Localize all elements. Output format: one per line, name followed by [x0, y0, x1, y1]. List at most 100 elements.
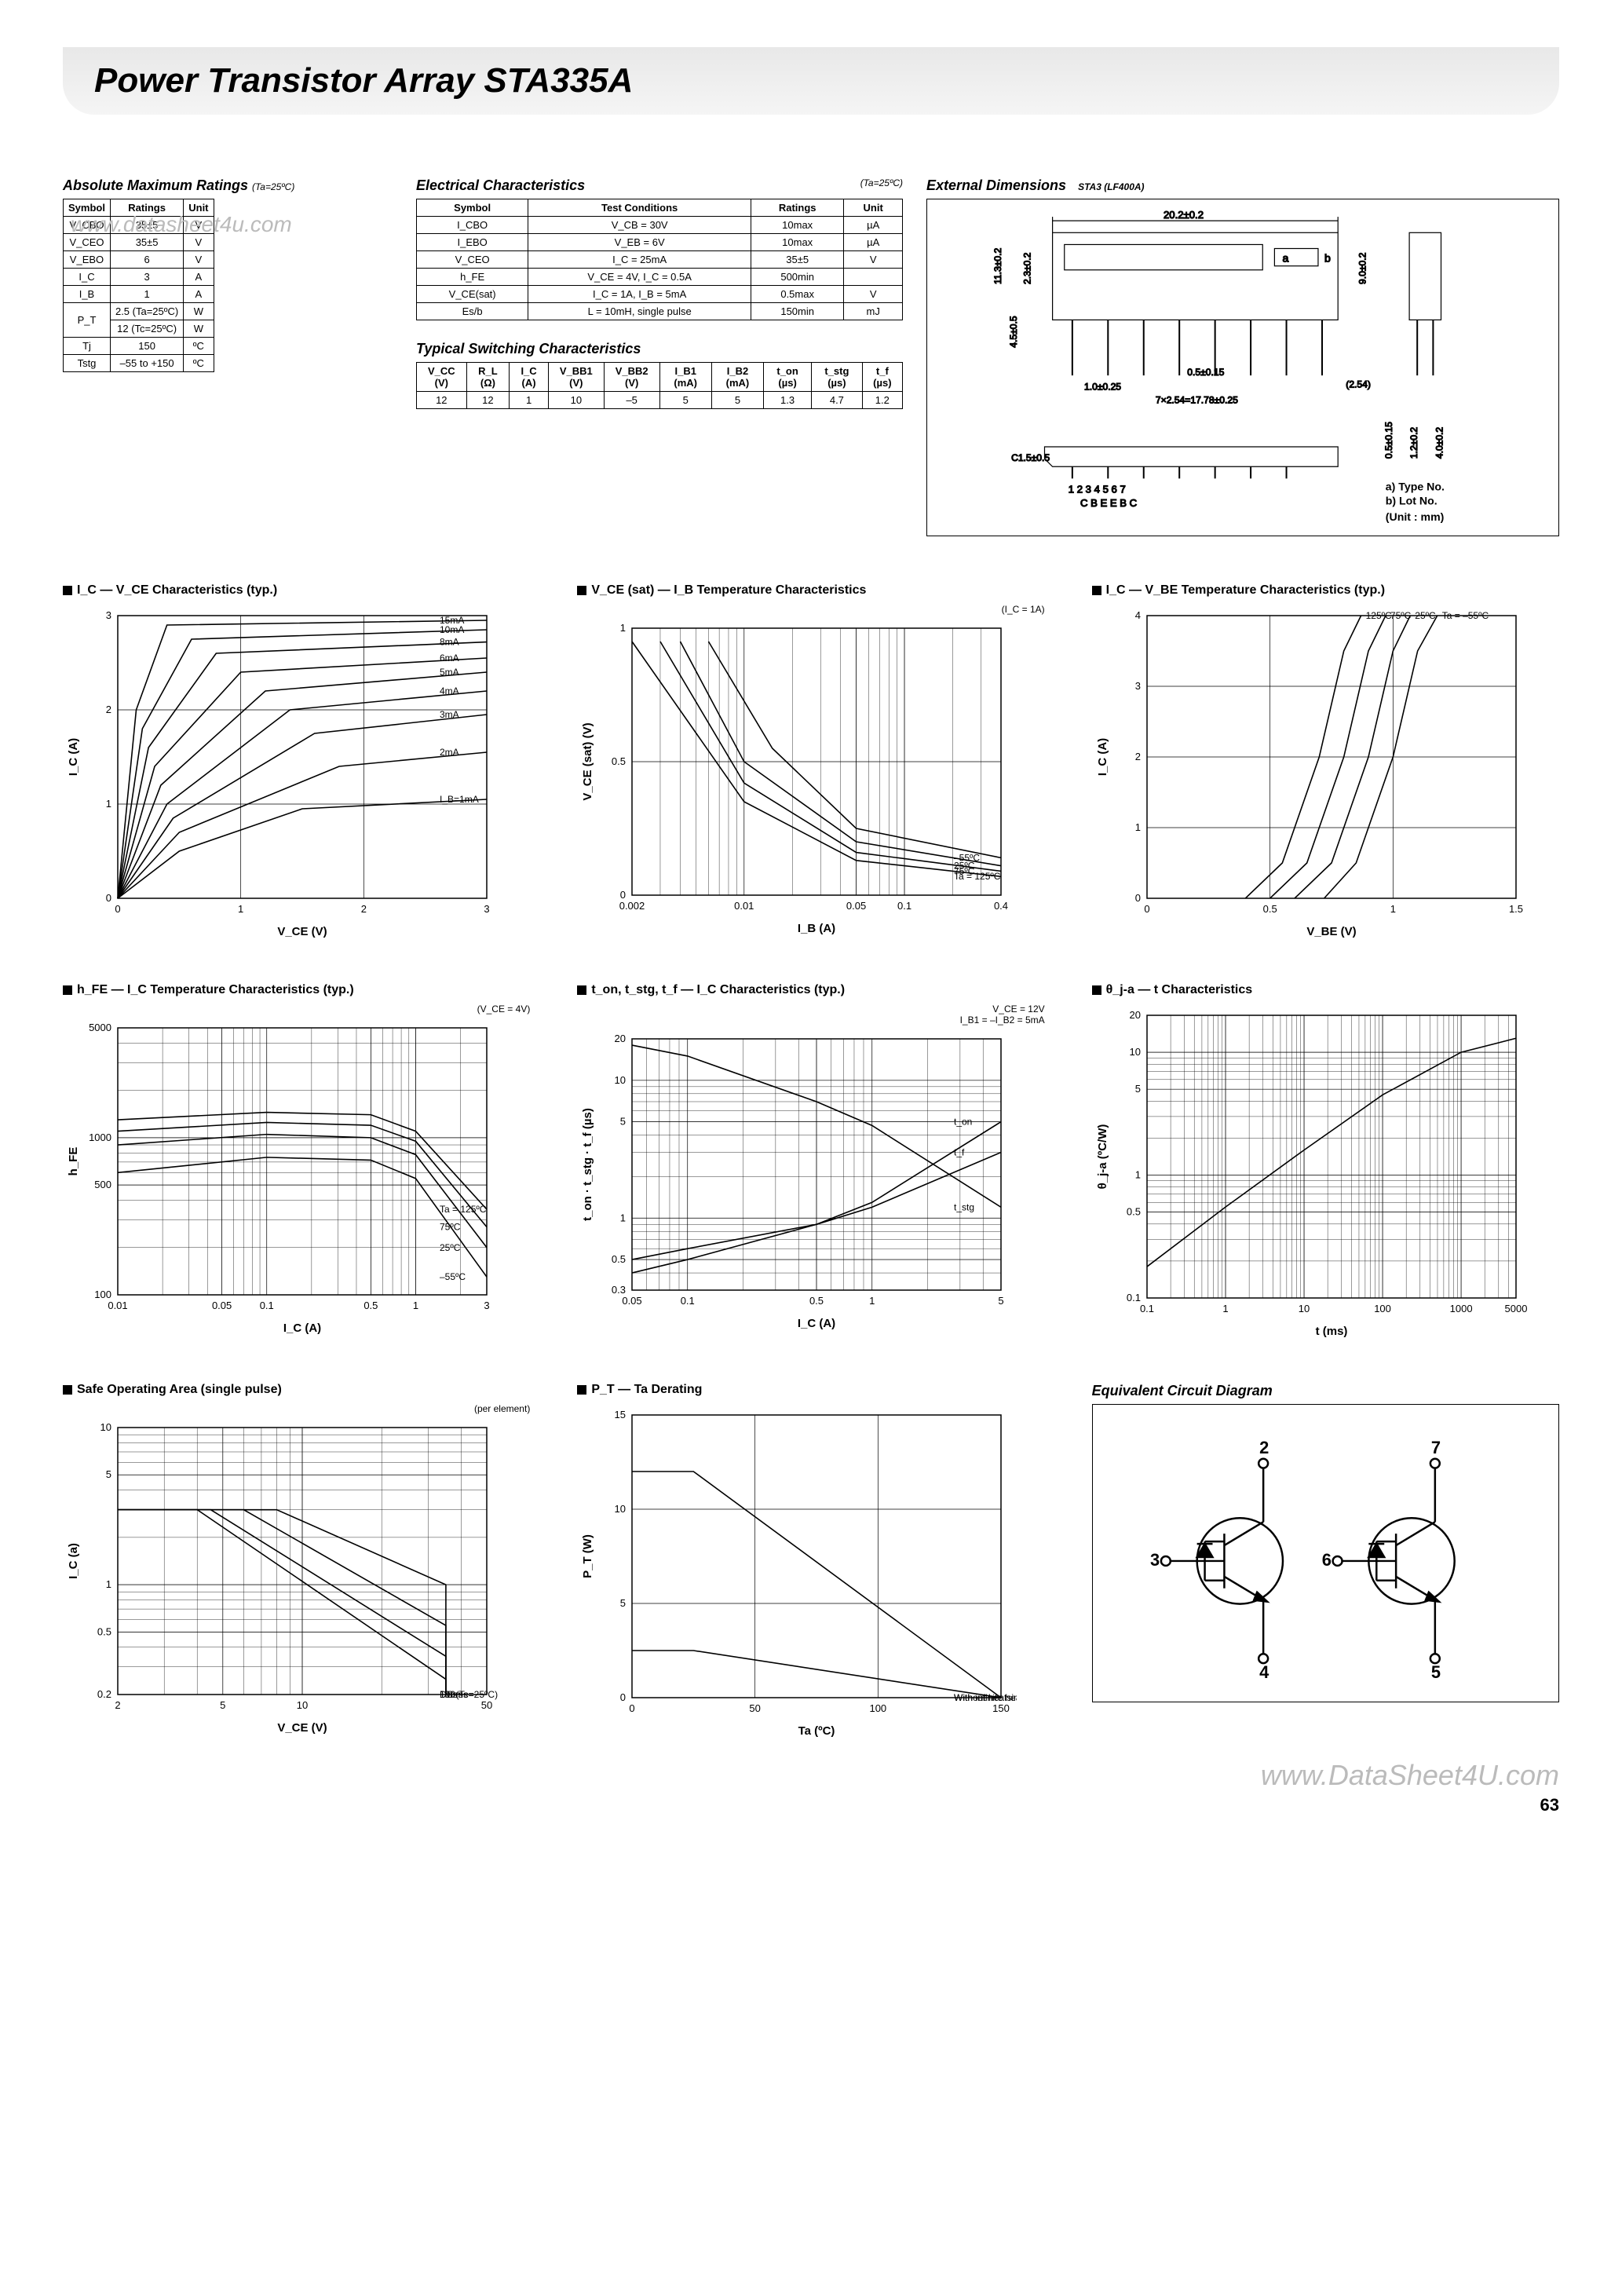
ext-dim-title: External Dimensions STA3 (LF400A): [926, 177, 1559, 194]
svg-text:5000: 5000: [1504, 1303, 1527, 1314]
elec-section: Electrical Characteristics (Ta=25ºC) Sym…: [416, 177, 903, 409]
svg-text:10: 10: [1129, 1046, 1140, 1058]
svg-text:0.1: 0.1: [260, 1300, 274, 1311]
switching-table: V_CC (V)R_L (Ω)I_C (A)V_BB1 (V)V_BB2 (V)…: [416, 362, 903, 409]
svg-text:2.3±0.2: 2.3±0.2: [1021, 252, 1032, 284]
equiv-circuit-section: Equivalent Circuit Diagram: [1092, 1383, 1559, 1743]
svg-text:10: 10: [100, 1421, 111, 1433]
svg-text:3: 3: [106, 609, 111, 621]
svg-text:1: 1: [1134, 821, 1140, 833]
svg-text:0.05: 0.05: [846, 900, 866, 912]
svg-text:P_T (W): P_T (W): [581, 1534, 594, 1578]
svg-text:0: 0: [630, 1702, 635, 1714]
svg-text:0.05: 0.05: [212, 1300, 232, 1311]
svg-text:Without heatsink (All circuits: Without heatsink (All circuits operate): [954, 1692, 1017, 1703]
svg-text:(2.54): (2.54): [1346, 378, 1371, 389]
svg-text:0.1: 0.1: [681, 1295, 695, 1307]
svg-text:25ºC: 25ºC: [440, 1242, 461, 1253]
svg-text:b) Lot No.: b) Lot No.: [1386, 495, 1438, 507]
chart-switching-ic: t_on, t_stg, t_f — I_C Characteristics (…: [577, 983, 1044, 1344]
svg-text:150: 150: [992, 1702, 1010, 1714]
svg-text:0.5: 0.5: [612, 755, 626, 767]
svg-text:0.5: 0.5: [809, 1295, 824, 1307]
svg-text:5: 5: [106, 1468, 111, 1480]
equiv-circuit-diagram: 3 2 4 6 7 5: [1092, 1404, 1559, 1702]
ext-dim-drawing: a b 20.2±0.2 4.5±0.5 2.3±0.2: [926, 199, 1559, 536]
svg-text:3: 3: [484, 903, 489, 915]
chart-vcesat-ib: V_CE (sat) — I_B Temperature Characteris…: [577, 583, 1044, 944]
svg-text:5: 5: [620, 1116, 626, 1128]
svg-text:1: 1: [869, 1295, 875, 1307]
page-header: Power Transistor Array STA335A: [63, 47, 1559, 115]
svg-text:1000: 1000: [1449, 1303, 1472, 1314]
svg-text:0.5: 0.5: [363, 1300, 378, 1311]
page-number: 63: [63, 1795, 1559, 1815]
svg-text:2mA: 2mA: [440, 747, 459, 758]
svg-text:5: 5: [1431, 1662, 1441, 1682]
svg-text:0.2: 0.2: [97, 1688, 111, 1700]
watermark-bottom: www.DataSheet4U.com: [63, 1759, 1559, 1792]
svg-text:I_C (A): I_C (A): [798, 1317, 835, 1330]
svg-text:Ta = 125ºC: Ta = 125ºC: [440, 1204, 487, 1215]
svg-text:I_B (A): I_B (A): [798, 922, 835, 935]
svg-text:0.01: 0.01: [108, 1300, 127, 1311]
svg-text:0.002: 0.002: [619, 900, 645, 912]
svg-text:75ºC: 75ºC: [1390, 610, 1412, 621]
svg-text:5: 5: [1134, 1083, 1140, 1095]
svg-text:50: 50: [481, 1699, 492, 1711]
svg-text:t_on: t_on: [954, 1117, 972, 1128]
svg-text:2: 2: [361, 903, 367, 915]
svg-text:4mA: 4mA: [440, 686, 459, 696]
svg-text:10: 10: [615, 1074, 626, 1086]
svg-text:b: b: [1324, 252, 1331, 265]
svg-text:I_C (A): I_C (A): [283, 1322, 321, 1335]
chart-hfe-ic: h_FE — I_C Temperature Characteristics (…: [63, 983, 530, 1344]
svg-text:1: 1: [620, 622, 626, 634]
svg-text:(Unit : mm): (Unit : mm): [1386, 510, 1445, 523]
switching-title: Typical Switching Characteristics: [416, 341, 903, 357]
svg-text:2: 2: [106, 704, 111, 715]
svg-text:100: 100: [1374, 1303, 1391, 1314]
svg-text:4: 4: [1259, 1662, 1269, 1682]
svg-text:5: 5: [999, 1295, 1004, 1307]
svg-text:Ta (ºC): Ta (ºC): [798, 1724, 835, 1738]
elec-title: Electrical Characteristics (Ta=25ºC): [416, 177, 903, 194]
chart-pt-ta: P_T — Ta Derating 050100150051015Ta (ºC)…: [577, 1383, 1044, 1743]
svg-text:3mA: 3mA: [440, 709, 459, 720]
svg-text:0: 0: [620, 889, 626, 901]
svg-text:2: 2: [1134, 751, 1140, 762]
svg-text:4.5±0.5: 4.5±0.5: [1008, 316, 1019, 348]
svg-text:1: 1: [1134, 1169, 1140, 1181]
svg-text:–55ºC: –55ºC: [954, 852, 980, 863]
svg-text:V_CE (V): V_CE (V): [277, 925, 327, 938]
svg-text:1 2 3 4 5 6 7: 1 2 3 4 5 6 7: [1069, 484, 1126, 495]
svg-text:C1.5±0.5: C1.5±0.5: [1011, 452, 1050, 463]
svg-text:Ta = –55ºC: Ta = –55ºC: [1441, 610, 1489, 621]
svg-text:1: 1: [620, 1212, 626, 1223]
svg-text:7×2.54=17.78±0.25: 7×2.54=17.78±0.25: [1156, 394, 1238, 405]
svg-text:0.5: 0.5: [97, 1625, 111, 1637]
svg-text:7: 7: [1431, 1438, 1441, 1457]
svg-text:5mA: 5mA: [440, 667, 459, 678]
svg-text:125ºC: 125ºC: [1365, 610, 1391, 621]
svg-text:15: 15: [615, 1409, 626, 1420]
svg-text:0.1: 0.1: [897, 900, 911, 912]
svg-text:8mA: 8mA: [440, 637, 459, 648]
svg-text:1000: 1000: [89, 1132, 111, 1143]
svg-text:0.05: 0.05: [623, 1295, 642, 1307]
svg-text:–55ºC: –55ºC: [440, 1271, 466, 1282]
abs-max-title: Absolute Maximum Ratings (Ta=25ºC): [63, 177, 393, 194]
svg-text:3: 3: [1134, 680, 1140, 692]
svg-text:1: 1: [106, 798, 111, 810]
svg-text:0.5: 0.5: [1262, 903, 1277, 915]
svg-text:1: 1: [238, 903, 243, 915]
svg-text:0.4: 0.4: [994, 900, 1008, 912]
svg-text:5000: 5000: [89, 1022, 111, 1033]
svg-text:1: 1: [1222, 1303, 1228, 1314]
svg-text:20: 20: [1129, 1009, 1140, 1021]
svg-text:1.2±0.2: 1.2±0.2: [1408, 427, 1419, 459]
svg-text:6mA: 6mA: [440, 653, 459, 664]
svg-text:6: 6: [1321, 1550, 1331, 1570]
svg-text:t_on · t_stg · t_f (µs): t_on · t_stg · t_f (µs): [581, 1108, 594, 1221]
watermark-top: www.datasheet4u.com: [71, 212, 292, 237]
